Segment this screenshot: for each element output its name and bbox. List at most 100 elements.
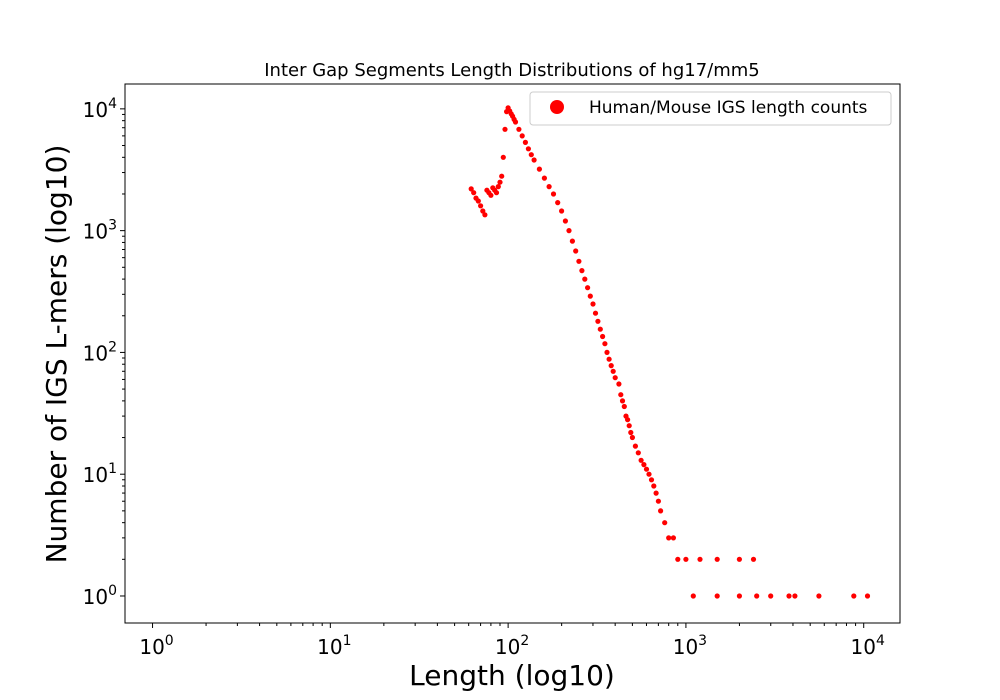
y-tick-label: 104 [83,96,117,122]
data-point [851,593,857,599]
data-point [632,443,639,449]
legend-box [529,91,892,126]
data-point [666,535,672,541]
data-point [468,186,474,192]
data-point [525,146,532,152]
x-tick-label: 102 [495,633,529,659]
y-tick-label: 101 [83,461,117,487]
data-point [618,392,624,398]
data-point [531,157,537,163]
data-point [736,593,743,599]
data-point [786,593,792,599]
data-point [641,462,647,468]
data-point [626,423,632,429]
data-point [635,450,641,456]
data-point [606,356,612,362]
plot-frame [124,83,901,624]
data-point [488,192,494,198]
data-point [768,593,774,599]
data-point [736,556,743,562]
y-tick-label: 100 [83,583,117,609]
data-point [573,248,579,254]
y-tick-label: 103 [83,218,117,244]
data-point [750,556,757,562]
data-point [697,556,703,562]
data-point [754,593,760,599]
data-point [612,375,618,381]
data-point [471,190,477,196]
data-point [714,556,720,562]
chart-title: Inter Gap Segments Length Distributions … [264,60,760,81]
x-axis-ticks: 100 101 102 103 104 [139,623,885,659]
data-point [643,466,650,472]
data-point [792,593,798,599]
data-points [468,105,871,599]
x-tick-label: 103 [673,633,707,659]
data-point [655,498,662,504]
data-point [670,535,677,541]
data-point [516,126,522,132]
data-point [675,556,681,562]
data-point [585,285,591,291]
data-point [480,208,486,214]
data-point [493,190,500,196]
data-point [653,490,659,496]
data-point [566,228,572,234]
y-tick-label: 102 [83,339,117,365]
data-point [495,184,501,190]
data-point [522,139,529,145]
data-point [512,119,519,125]
data-point [482,212,488,218]
y-axis-ticks: 100 101 102 103 104 [83,96,125,609]
data-point [638,457,644,463]
data-point [541,175,548,181]
data-point [500,154,506,160]
x-axis-label: Length (log10) [409,659,615,692]
x-tick-label: 100 [139,633,173,659]
data-point [714,593,720,599]
data-point [536,166,543,172]
data-point [602,341,608,347]
data-point [625,417,631,423]
y-axis-label: Number of IGS L-mers (log10) [40,145,73,564]
data-point [559,208,565,214]
data-point [587,293,593,299]
data-point [579,268,585,274]
data-point [600,333,606,340]
x-tick-label: 104 [851,633,885,659]
data-point [519,133,525,139]
data-point [604,349,610,355]
data-point [646,471,652,477]
data-point [569,238,576,244]
legend: Human/Mouse IGS length counts [529,91,892,126]
data-point [502,126,508,132]
data-point [683,556,689,562]
data-point [475,198,481,204]
data-point [651,483,657,489]
data-point [608,363,614,369]
data-point [648,477,655,483]
data-point [628,429,634,436]
data-point [550,191,557,197]
data-point [562,218,569,224]
legend-label: Human/Mouse IGS length counts [589,98,868,118]
data-point [590,301,596,307]
data-point [616,381,622,387]
data-point [478,203,484,209]
legend-marker [550,100,564,114]
data-point [619,398,626,404]
data-point [816,593,822,599]
data-point [864,593,871,599]
data-point [662,520,668,526]
data-point [582,276,588,282]
data-point [555,200,561,206]
data-point [546,184,552,190]
data-point [497,179,503,185]
x-tick-label: 101 [317,633,351,659]
data-point [629,434,636,441]
data-point [576,258,582,264]
data-point [610,368,616,374]
data-point [528,152,534,158]
data-point [499,173,505,179]
